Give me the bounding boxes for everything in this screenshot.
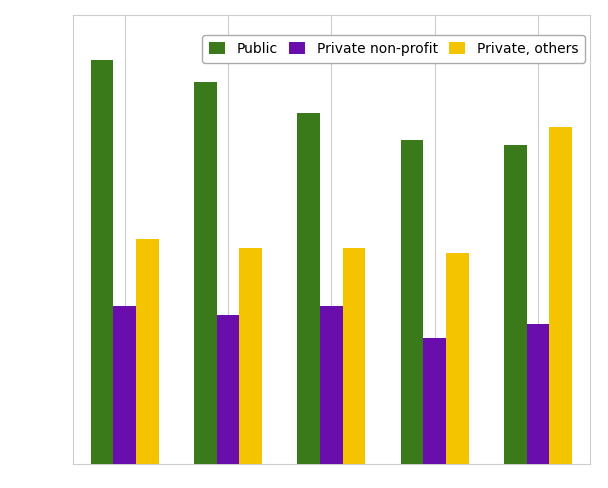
Bar (136, 239, 159, 464)
Bar (504, 145, 527, 464)
Bar (216, 315, 240, 464)
Bar (320, 306, 343, 464)
Bar (550, 127, 572, 464)
Bar (194, 82, 216, 464)
Bar (446, 253, 469, 464)
Bar (240, 248, 262, 464)
Bar (527, 325, 550, 464)
Bar (343, 248, 365, 464)
Bar (91, 60, 113, 464)
Bar (423, 338, 446, 464)
Bar (113, 306, 136, 464)
Bar (401, 141, 423, 464)
Legend: Public, Private non-profit, Private, others: Public, Private non-profit, Private, oth… (202, 35, 585, 63)
Bar (297, 113, 320, 464)
